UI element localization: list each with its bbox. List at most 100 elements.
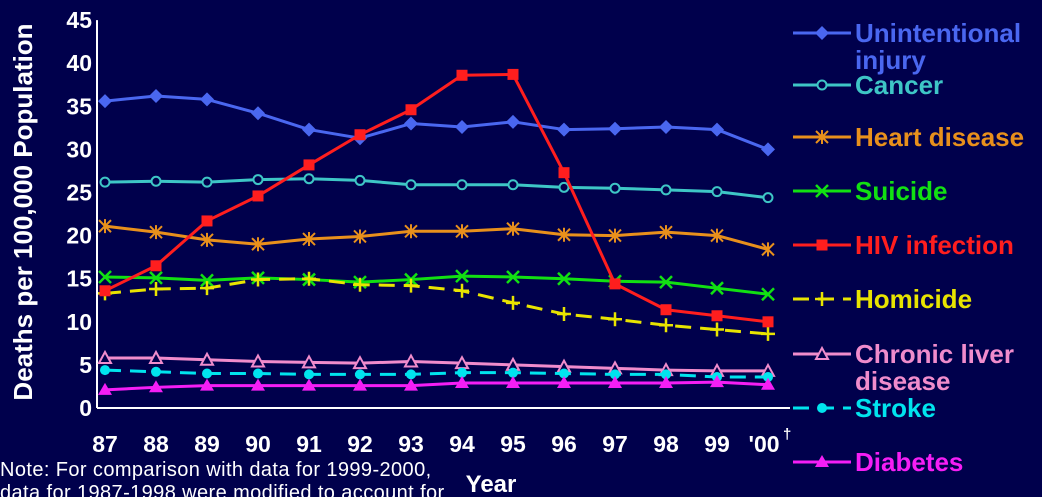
data-point (761, 326, 775, 341)
data-point (100, 365, 110, 376)
data-point (354, 174, 366, 186)
y-tick-label: 15 (66, 266, 92, 292)
legend-marker (814, 345, 830, 360)
data-point (302, 378, 316, 391)
data-point (608, 312, 622, 327)
data-point (710, 322, 724, 337)
data-point (559, 368, 569, 379)
data-point (353, 378, 367, 391)
data-point (353, 229, 367, 244)
legend-label-suicide: Suicide (855, 175, 948, 206)
data-point (506, 221, 520, 236)
series-line-cancer (104, 177, 769, 200)
legend-marker (815, 26, 829, 40)
data-point (202, 368, 212, 379)
data-point (761, 242, 775, 257)
legend-item-stroke (793, 403, 851, 413)
data-point (200, 281, 214, 296)
data-point (303, 159, 315, 171)
data-point (557, 307, 571, 322)
series-suicide (98, 269, 775, 302)
legend-label-diabetes: Diabetes (855, 446, 964, 477)
legend-marker (815, 455, 829, 467)
data-point (403, 353, 419, 368)
x-tick-label: 98 (653, 431, 679, 457)
x-tick-label: 88 (143, 431, 169, 457)
data-point (199, 351, 215, 366)
data-point (710, 228, 724, 243)
series-line-chronic-liver-disease (105, 356, 768, 373)
y-tick-label: 40 (66, 50, 92, 76)
data-point (98, 382, 112, 395)
data-point (404, 224, 418, 239)
data-point (711, 186, 723, 198)
data-point (761, 377, 775, 390)
data-point (710, 281, 724, 296)
data-point (149, 225, 163, 240)
data-point (609, 182, 621, 194)
data-point (150, 260, 162, 272)
axes: 0 5 10 15 20 25 30 35 40 45 87 88 89 90 91 92 93 94 95 96 97… (66, 7, 791, 457)
x-tick-label: '00 (748, 431, 779, 457)
data-point (98, 94, 112, 109)
data-point (355, 369, 365, 380)
data-point (149, 282, 163, 297)
x-axis-label: Year (466, 471, 517, 497)
legend-item-heart-disease (793, 130, 851, 144)
legend-item-cancer (793, 79, 851, 91)
plot-area (97, 68, 776, 395)
y-tick-label: 5 (79, 352, 92, 378)
legend-label-unintentional-injury: Unintentional injury (855, 17, 1022, 75)
data-point (660, 304, 672, 316)
x-tick-label: 91 (296, 431, 322, 457)
data-point (457, 367, 467, 378)
legend-marker (815, 292, 829, 306)
series-line-diabetes (104, 380, 769, 392)
data-point (455, 119, 469, 134)
data-point (506, 114, 520, 129)
data-point (97, 349, 113, 365)
legend-label-stroke: Stroke (855, 392, 936, 423)
data-point (762, 316, 774, 328)
data-point (761, 142, 775, 157)
legend-marker (817, 403, 827, 413)
legend-label-hiv-infection: HIV infection (855, 229, 1014, 260)
data-point (200, 378, 214, 391)
data-point (455, 376, 469, 389)
data-point (762, 192, 774, 204)
series-stroke (100, 365, 773, 382)
data-point (404, 116, 418, 131)
data-point (149, 88, 163, 103)
data-point (354, 129, 366, 141)
series-heart-disease (98, 219, 775, 257)
legend-item-suicide (793, 184, 851, 198)
series-line-heart-disease (104, 224, 769, 251)
data-point (608, 376, 622, 389)
legend-item-diabetes (793, 455, 851, 467)
data-point (508, 367, 518, 378)
x-tick-label: 89 (194, 431, 220, 457)
data-point (352, 355, 368, 370)
data-point (253, 368, 263, 379)
data-point (710, 375, 724, 388)
data-point (251, 378, 265, 391)
data-point (252, 174, 264, 186)
data-point (659, 275, 673, 290)
data-point (608, 121, 622, 136)
data-point (608, 228, 622, 243)
data-point (507, 68, 519, 80)
data-point (404, 278, 418, 293)
data-point (200, 273, 214, 288)
x-tick-label: 95 (500, 431, 526, 457)
data-point (761, 287, 775, 302)
legend-marker (816, 239, 828, 251)
series-line-unintentional-injury (104, 94, 769, 151)
data-point (149, 270, 163, 285)
series-line-suicide (104, 274, 769, 296)
data-point (710, 122, 724, 137)
data-point (302, 122, 316, 137)
data-point (506, 376, 520, 389)
y-tick-label: 30 (66, 136, 92, 162)
data-point (148, 349, 164, 365)
data-point (456, 69, 468, 81)
